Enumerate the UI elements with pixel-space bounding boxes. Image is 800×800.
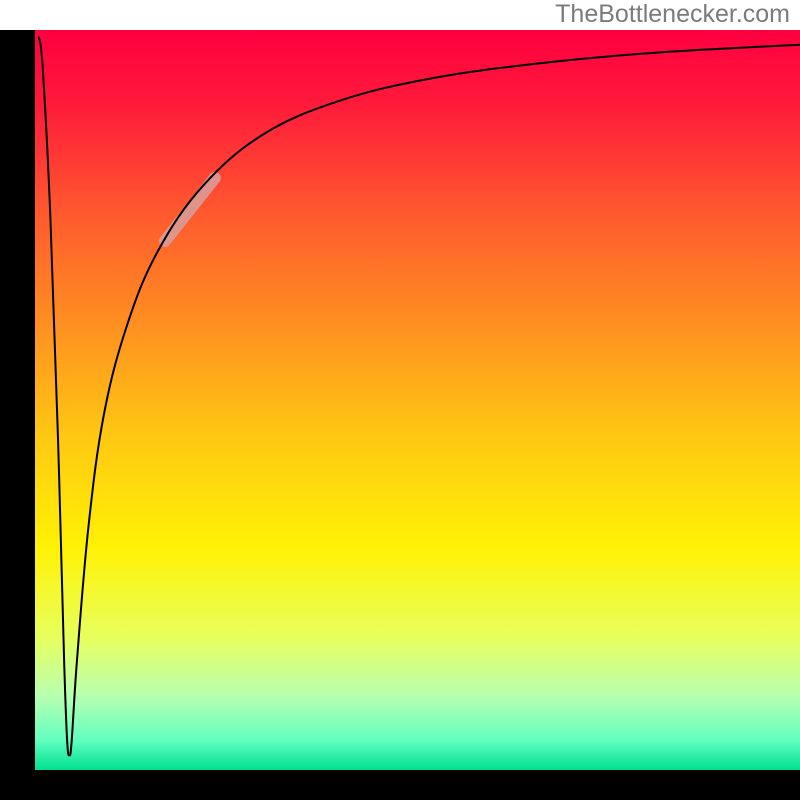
chart-canvas: TheBottlenecker.com [0,0,800,800]
watermark-text: TheBottlenecker.com [555,0,790,29]
plot-border-left [0,30,35,800]
plot-area [35,30,800,770]
bottleneck-curve [39,37,800,755]
plot-border-bottom [35,770,800,800]
curve-highlight-segment [165,178,215,241]
